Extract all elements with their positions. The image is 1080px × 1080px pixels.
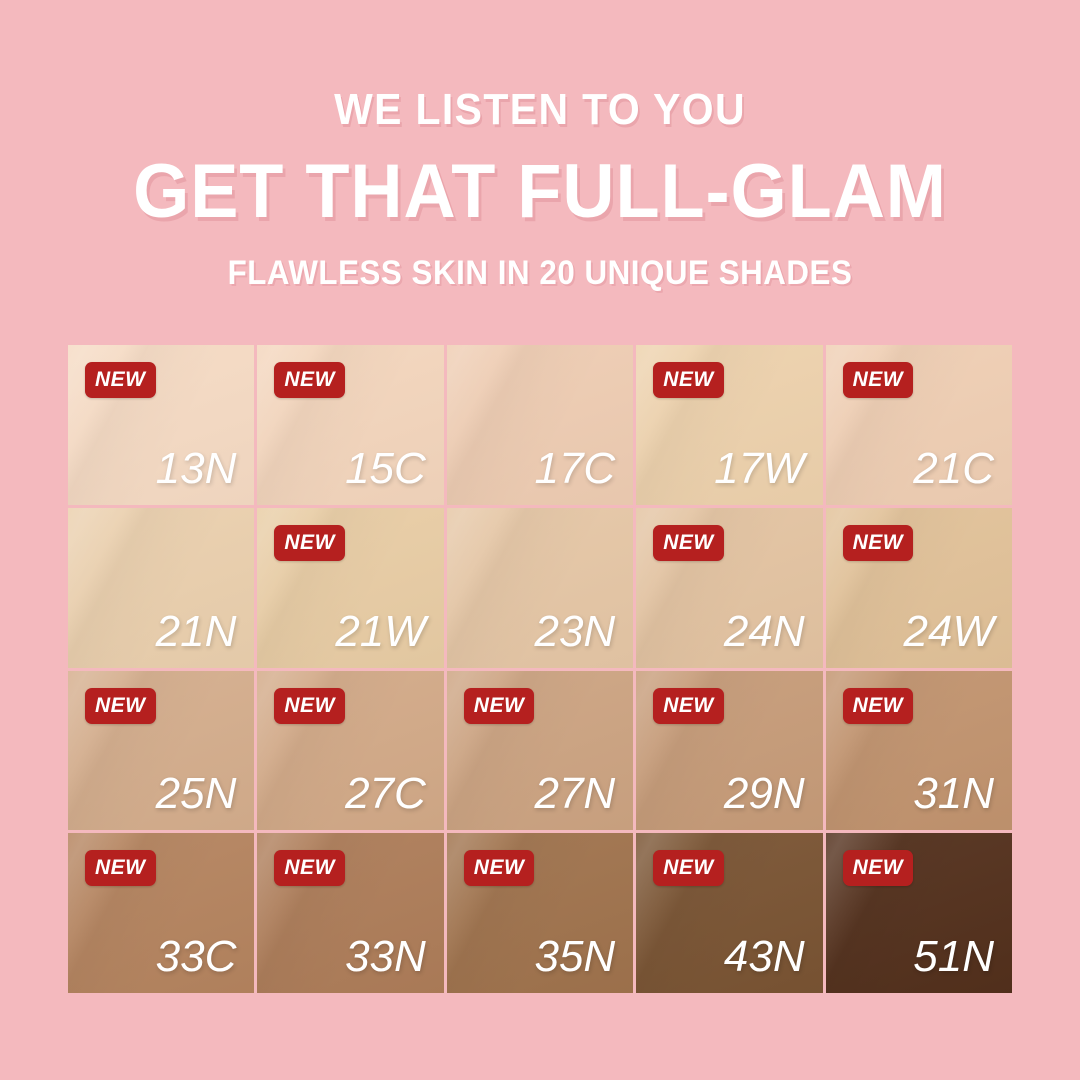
shade-label: 21C [913, 443, 994, 493]
shade-swatch-17w[interactable]: NEW 17W [636, 345, 823, 505]
shade-label: 24N [723, 606, 805, 656]
new-badge: NEW [842, 362, 914, 398]
shade-label: 33N [345, 932, 426, 981]
shade-swatch-27c[interactable]: NEW 27C [257, 670, 444, 831]
shade-label: 17W [714, 443, 805, 493]
shade-label: 31N [913, 769, 994, 819]
shade-swatch-24w[interactable]: NEW 24W [825, 507, 1012, 668]
shade-swatch-43n[interactable]: NEW 43N [636, 833, 823, 993]
new-badge: NEW [85, 687, 156, 724]
shade-swatch-27n[interactable]: NEW 27N [446, 670, 634, 831]
shade-label: 29N [723, 769, 805, 819]
new-badge: NEW [653, 524, 724, 561]
shade-swatch-17c[interactable]: 17C [446, 345, 634, 505]
shade-swatch-21w[interactable]: NEW 21W [257, 507, 444, 668]
new-badge: NEW [463, 687, 535, 724]
shade-swatch-21c[interactable]: NEW 21C [825, 345, 1012, 505]
new-badge: NEW [463, 850, 535, 887]
shade-swatch-33c[interactable]: NEW 33C [68, 833, 255, 993]
shade-label: 51N [913, 932, 994, 981]
shade-label: 33C [155, 932, 237, 981]
shade-swatch-15c[interactable]: NEW 15C [257, 345, 444, 505]
shade-swatch-29n[interactable]: NEW 29N [636, 670, 823, 831]
shade-label: 21N [155, 606, 237, 656]
new-badge: NEW [274, 524, 345, 561]
shade-label: 17C [534, 443, 616, 493]
shade-label: 27N [534, 769, 616, 819]
subtitle-text: FLAWLESS SKIN IN 20 UNIQUE SHADES [227, 254, 853, 292]
new-badge: NEW [842, 524, 914, 561]
new-badge: NEW [653, 850, 724, 887]
page-title: GET THAT FULL-GLAM [133, 149, 947, 234]
shade-label: 24W [903, 606, 994, 656]
shade-label: 23N [534, 606, 616, 656]
shade-swatch-21n[interactable]: 21N [68, 507, 255, 668]
new-badge: NEW [85, 850, 156, 887]
shade-swatch-23n[interactable]: 23N [446, 507, 634, 668]
shade-label: 25N [155, 769, 237, 819]
new-badge: NEW [842, 850, 914, 887]
shade-swatch-24n[interactable]: NEW 24N [636, 507, 823, 668]
new-badge: NEW [653, 362, 724, 398]
shade-label: 27C [345, 769, 426, 819]
shade-swatch-31n[interactable]: NEW 31N [825, 670, 1012, 831]
shade-label: 15C [345, 443, 426, 493]
eyebrow-text: WE LISTEN TO YOU [334, 85, 746, 134]
shade-swatch-25n[interactable]: NEW 25N [68, 670, 255, 831]
new-badge: NEW [274, 850, 345, 887]
new-badge: NEW [274, 362, 345, 398]
shade-swatch-33n[interactable]: NEW 33N [257, 833, 444, 993]
shade-label: 43N [723, 932, 805, 981]
shade-swatch-13n[interactable]: NEW 13N [68, 345, 255, 505]
new-badge: NEW [85, 362, 156, 398]
shade-grid: NEW 13N NEW 15C 17C NEW 17W NEW 21C 21N NEW 21W 23N N… [68, 345, 1012, 993]
header-block: WE LISTEN TO YOU GET THAT FULL-GLAM FLAW… [0, 0, 1080, 292]
shade-swatch-51n[interactable]: NEW 51N [825, 833, 1012, 993]
shade-swatch-35n[interactable]: NEW 35N [446, 833, 634, 993]
new-badge: NEW [842, 687, 914, 724]
shade-label: 13N [155, 443, 237, 493]
new-badge: NEW [274, 687, 345, 724]
shade-label: 21W [335, 606, 426, 656]
new-badge: NEW [653, 687, 724, 724]
shade-label: 35N [534, 932, 616, 981]
